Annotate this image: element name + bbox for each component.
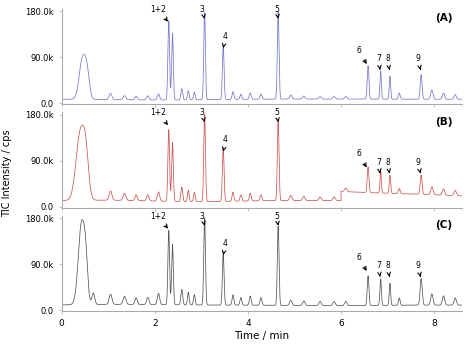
Text: 5: 5 xyxy=(274,212,279,225)
Text: 8: 8 xyxy=(385,158,391,173)
Text: 6: 6 xyxy=(356,46,366,63)
Text: 8: 8 xyxy=(385,262,391,276)
X-axis label: Time / min: Time / min xyxy=(234,331,290,341)
Text: 3: 3 xyxy=(200,108,205,121)
Text: 9: 9 xyxy=(416,158,421,173)
Text: (C): (C) xyxy=(435,220,452,230)
Text: 7: 7 xyxy=(376,262,381,276)
Text: 4: 4 xyxy=(222,135,228,151)
Text: 7: 7 xyxy=(376,54,381,69)
Text: 7: 7 xyxy=(376,158,381,173)
Text: 5: 5 xyxy=(274,5,279,18)
Text: (B): (B) xyxy=(435,117,452,127)
Text: 3: 3 xyxy=(200,212,205,225)
Text: 4: 4 xyxy=(222,32,228,47)
Text: 8: 8 xyxy=(385,54,391,69)
Text: 5: 5 xyxy=(274,108,279,121)
Text: 1+2: 1+2 xyxy=(151,212,167,228)
Text: 4: 4 xyxy=(222,239,228,254)
Text: 3: 3 xyxy=(200,5,205,18)
Text: 1+2: 1+2 xyxy=(151,108,167,124)
Text: 1+2: 1+2 xyxy=(151,5,167,21)
Text: (A): (A) xyxy=(435,13,452,24)
Text: 9: 9 xyxy=(416,54,421,69)
Text: 6: 6 xyxy=(356,149,366,166)
Text: 6: 6 xyxy=(356,253,366,270)
Text: TIC Intensity / cps: TIC Intensity / cps xyxy=(2,129,12,217)
Text: 9: 9 xyxy=(416,262,421,276)
